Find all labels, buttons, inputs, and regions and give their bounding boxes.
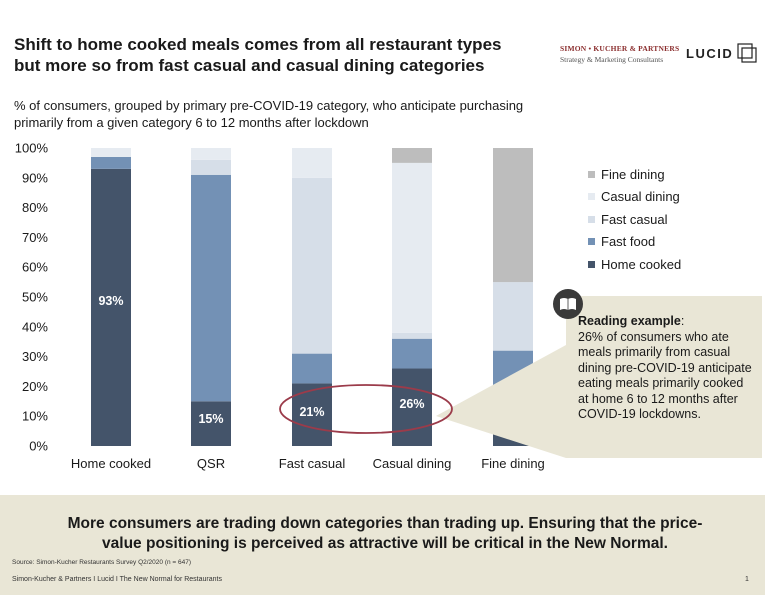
chart-subtitle: % of consumers, grouped by primary pre-C… (14, 97, 574, 131)
x-tick-label: QSR (197, 456, 225, 471)
bar-segment-home-cooked (191, 401, 231, 446)
brand-name: SIMON • KUCHER & PARTNERS (560, 44, 680, 53)
bar-segment-home-cooked (91, 168, 131, 447)
legend-item-fine-dining: Fine dining (588, 163, 681, 186)
takeaway-line-1: More consumers are trading down categori… (67, 515, 703, 532)
bar-segment-fast-food (292, 353, 332, 384)
bar-segment-casual-dining (292, 148, 332, 178)
bar-segment-casual-dining (392, 162, 432, 333)
callout-title: Reading example (578, 314, 681, 328)
bar-segment-fast-casual (292, 177, 332, 354)
bar-segment-fine-dining (493, 148, 533, 283)
legend-item-fast-casual: Fast casual (588, 208, 681, 231)
legend-label: Fast casual (601, 211, 668, 227)
reading-example-callout: Reading example: 26% of consumers who at… (566, 296, 762, 458)
bar-segment-casual-dining (91, 148, 131, 157)
data-label: 93% (98, 294, 123, 308)
title-line-2: but more so from fast casual and casual … (14, 56, 485, 75)
legend-swatch (588, 260, 595, 268)
stacked-bar-chart: 0% 10% 20% 30% 40% 50% 60% 70% 80% 90% 100% Home co… (15, 141, 566, 471)
highlight-ellipse (279, 384, 453, 434)
legend-swatch (588, 193, 595, 201)
chart-legend: Fine dining Casual dining Fast casual Fa… (588, 163, 681, 276)
bar-segment-fast-food (392, 338, 432, 369)
y-tick-label: 0% (29, 439, 48, 454)
lucid-logo-text: LUCID (686, 46, 734, 61)
page-number: 1 (745, 576, 749, 583)
title-line-1: Shift to home cooked meals comes from al… (14, 35, 502, 54)
y-tick-label: 30% (22, 349, 48, 364)
bar-segment-casual-dining (191, 148, 231, 160)
legend-item-fast-food: Fast food (588, 231, 681, 254)
y-tick-label: 20% (22, 379, 48, 394)
bar-segment-fast-casual (392, 332, 432, 339)
x-tick-label: Fast casual (279, 456, 346, 471)
data-label: 21% (299, 405, 324, 419)
y-tick-label: 80% (22, 200, 48, 215)
slide-title: Shift to home cooked meals comes from al… (14, 34, 534, 76)
data-label: 15% (198, 412, 223, 426)
y-tick-label: 10% (22, 409, 48, 424)
bar-segment-fast-casual (493, 282, 533, 351)
legend-label: Fine dining (601, 166, 665, 182)
bar-segment-home-cooked (392, 368, 432, 446)
key-takeaway: More consumers are trading down categori… (40, 514, 730, 554)
legend-label: Home cooked (601, 256, 682, 272)
y-tick-label: 100% (15, 141, 49, 156)
data-label: 26% (399, 397, 424, 411)
legend-swatch (588, 170, 595, 178)
book-icon (553, 289, 583, 319)
x-tick-label: Casual dining (373, 456, 452, 471)
x-tick-label: Fine dining (481, 456, 545, 471)
callout-colon: : (680, 314, 685, 328)
takeaway-band (0, 495, 765, 595)
y-tick-label: 70% (22, 230, 48, 245)
bar-segment-fast-casual (191, 159, 231, 175)
lucid-logo-icon (737, 43, 757, 63)
legend-label: Casual dining (601, 189, 680, 205)
takeaway-line-2: value positioning is perceived as attrac… (102, 535, 668, 552)
legend-item-home-cooked: Home cooked (588, 253, 681, 276)
source-note: Source: Simon-Kucher Restaurants Survey … (12, 559, 192, 566)
x-tick-label: Home cooked (71, 456, 151, 471)
callout-pointer (436, 345, 566, 458)
bar-segment-fast-food (91, 156, 131, 169)
y-tick-label: 60% (22, 260, 48, 275)
y-tick-label: 40% (22, 319, 48, 334)
legend-label: Fast food (601, 234, 656, 250)
bar-segment-fast-food (191, 174, 231, 402)
footer-text: Simon-Kucher & Partners I Lucid I The Ne… (12, 576, 222, 583)
legend-swatch (588, 215, 595, 223)
subtitle-line-1: % of consumers, grouped by primary pre-C… (14, 98, 524, 113)
legend-swatch (588, 238, 595, 246)
subtitle-line-2: primarily from a given category 6 to 12 … (14, 115, 369, 130)
y-tick-label: 90% (22, 170, 48, 185)
y-tick-label: 50% (22, 290, 48, 305)
brand-subtitle: Strategy & Marketing Consultants (560, 55, 664, 64)
bar-segment-fine-dining (392, 148, 432, 163)
legend-item-casual-dining: Casual dining (588, 186, 681, 209)
simon-kucher-logo: SIMON • KUCHER & PARTNERS Strategy & Mar… (560, 44, 679, 64)
callout-body: 26% of consumers who ate meals primarily… (578, 329, 752, 422)
